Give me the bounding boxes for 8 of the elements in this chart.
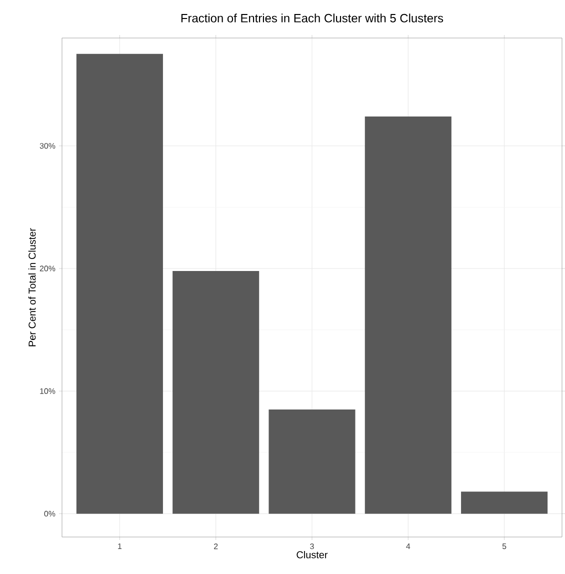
- chart-title: Fraction of Entries in Each Cluster with 5 Clusters: [181, 14, 444, 22]
- bar: [268, 409, 356, 514]
- bar: [461, 492, 548, 514]
- bar: [172, 270, 260, 514]
- bar: [364, 116, 452, 514]
- bar: [76, 54, 163, 514]
- y-axis-title: Per Cent of Total in Cluster: [28, 228, 36, 346]
- x-axis-title: Cluster: [296, 550, 328, 558]
